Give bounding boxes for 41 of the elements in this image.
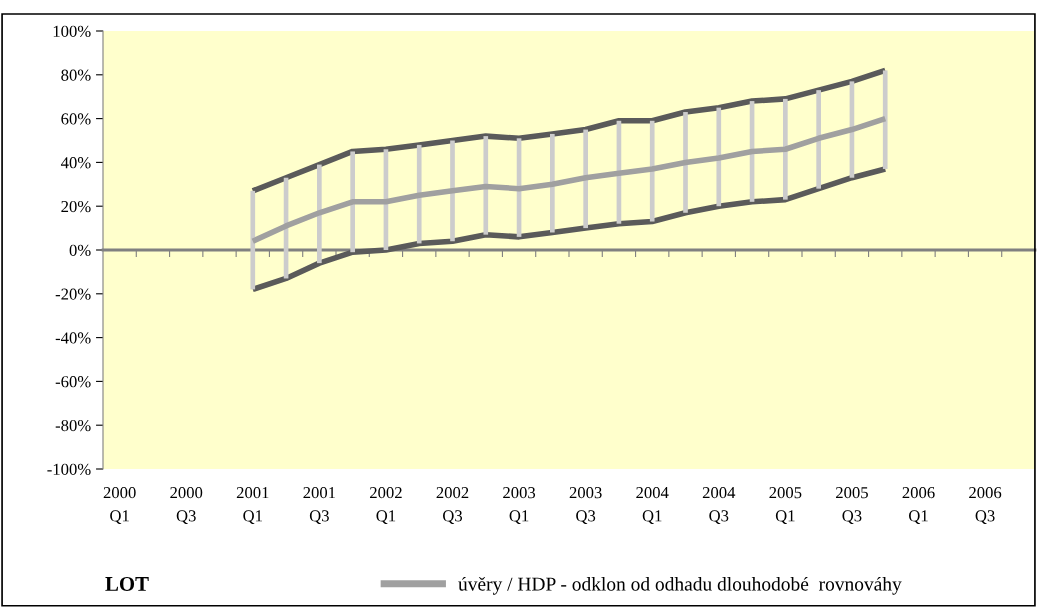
bar (649, 120, 655, 222)
bar (416, 144, 422, 244)
x-tick-label: 2000 Q3 (170, 487, 203, 524)
y-tick-label: 0% (69, 244, 91, 256)
x-tick-label: 2004 Q1 (636, 487, 669, 524)
x-tick-label: 2004 Q3 (702, 487, 736, 524)
x-tick-label: 2001 Q1 (236, 487, 269, 524)
y-tick-label: 60% (61, 113, 91, 125)
bar (583, 129, 588, 229)
bar (882, 70, 888, 169)
y-tick-label: -40% (55, 332, 91, 344)
x-tick-label: 2003 Q1 (503, 487, 536, 524)
bar (483, 136, 489, 235)
y-tick-label: 80% (61, 69, 91, 81)
text: LOT (105, 576, 149, 591)
bar (816, 90, 821, 189)
legend-label: úvěry / HDP - odklon od odhadu dlouhodobé rovnováhy (458, 576, 902, 595)
y-tick-label: 20% (61, 200, 91, 213)
x-tick-label: 2001 Q3 (303, 487, 336, 524)
x-tick-label: 2002 Q1 (369, 487, 402, 524)
bar (783, 98, 788, 200)
x-tick-label: 2002 Q3 (436, 487, 469, 524)
bar (450, 140, 455, 242)
y-tick-label: -80% (55, 419, 91, 432)
x-tick-label: 2005 Q3 (835, 487, 868, 524)
y-tick-label: -20% (55, 288, 91, 300)
y-tick-label: -60% (55, 376, 91, 388)
bar (317, 164, 322, 264)
bar (683, 112, 688, 213)
y-tick-label: 100% (53, 25, 91, 37)
bar (350, 151, 355, 253)
x-tick-label: 2006 Q3 (969, 487, 1002, 524)
x-tick-label: 2005 Q1 (769, 487, 802, 524)
y-tick-label: 40% (60, 157, 91, 169)
bar (716, 107, 722, 207)
x-tick-label: 2003 Q3 (569, 487, 602, 524)
x-tick-label: 2000 Q1 (103, 487, 136, 524)
y-tick-label: -100% (47, 463, 91, 475)
bar (550, 133, 555, 233)
bar (250, 190, 256, 290)
x-tick-label: 2006 Q1 (902, 487, 935, 524)
